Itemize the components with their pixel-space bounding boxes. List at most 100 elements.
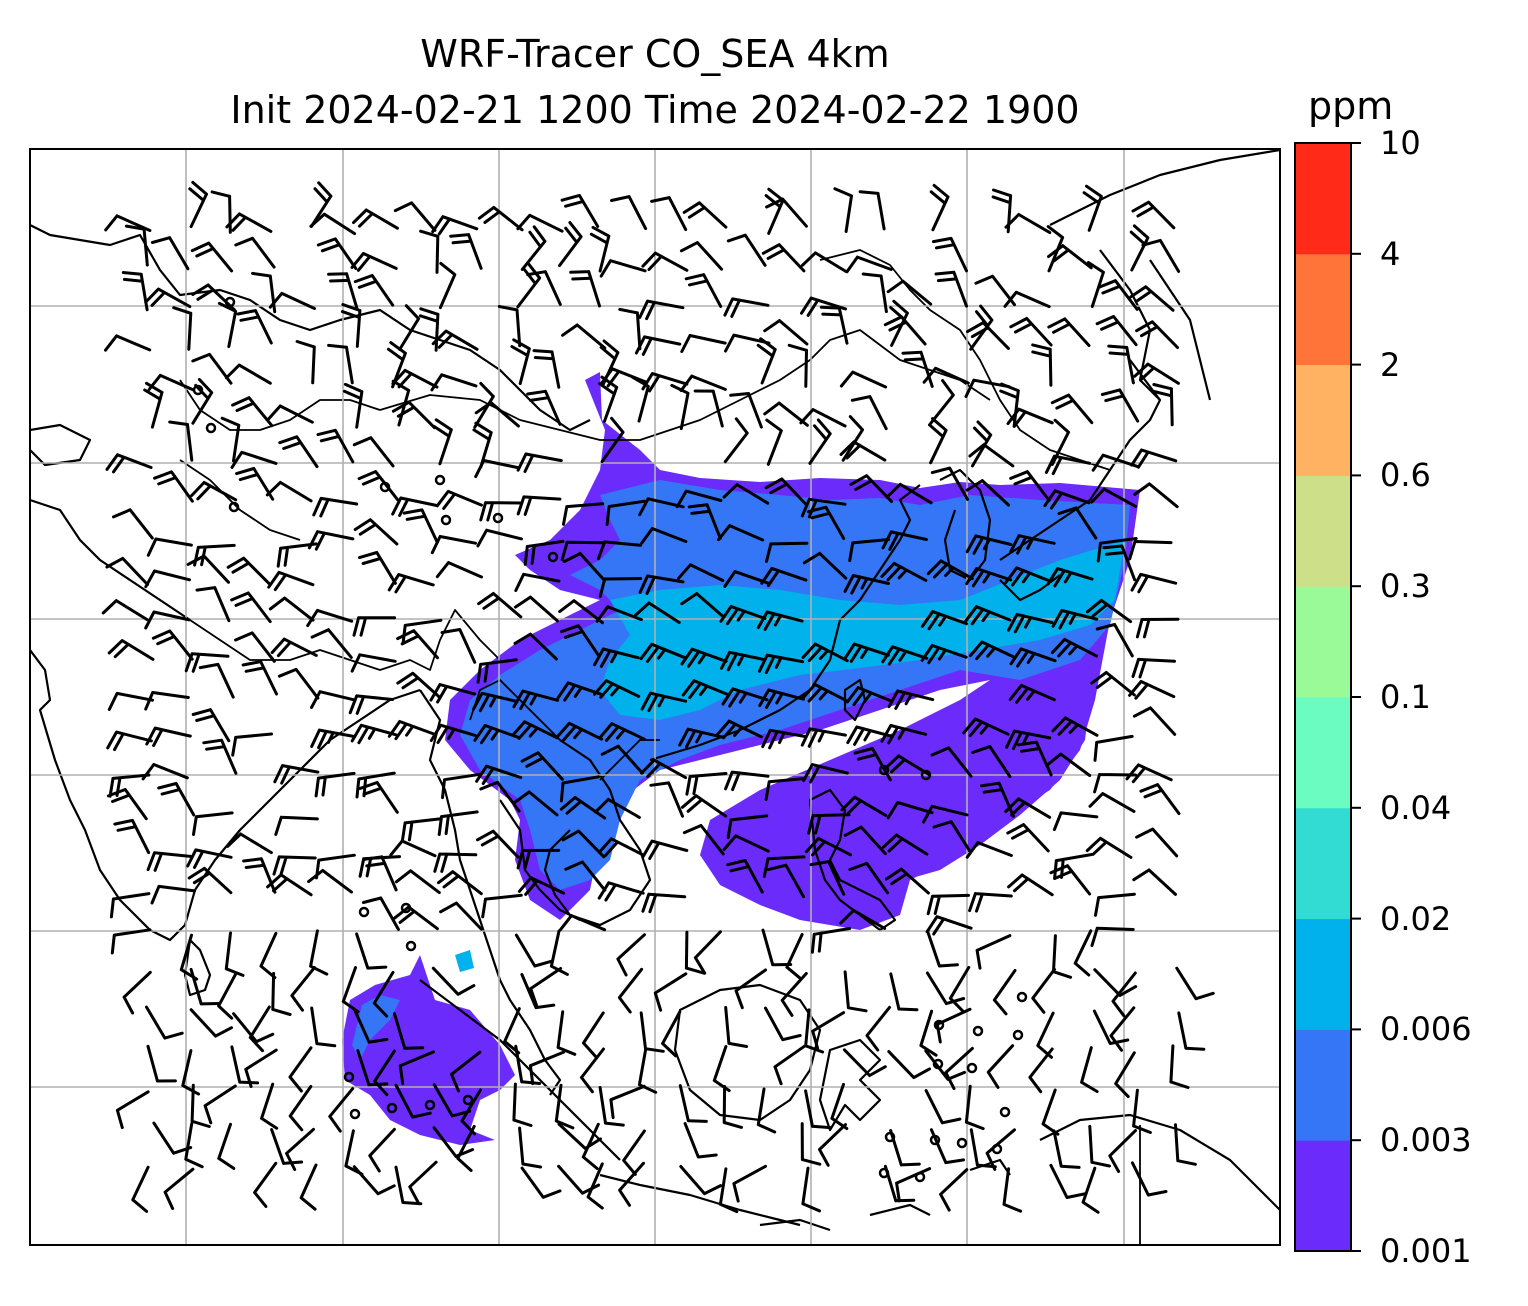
wind-barb [598,375,619,423]
wind-barb [517,876,566,896]
calm-wind-marker [966,1062,978,1074]
wind-barb [418,307,440,352]
wind-barb [641,372,689,393]
wind-barb [441,772,482,800]
wind-barb [650,196,688,232]
wind-barb [352,436,395,468]
wind-barb [440,628,477,664]
wind-barb [948,965,971,1013]
wind-barb [1095,315,1138,347]
wind-barb [314,771,356,798]
wind-barb [224,931,245,977]
plume-main-mid [460,480,1130,890]
wind-barb [1085,598,1133,624]
wind-barb [889,1129,921,1167]
wind-barb [638,299,685,321]
colorbar-segment [1295,918,1351,1030]
calm-wind-marker [224,296,236,308]
wind-barb [680,592,726,619]
wind-barb [962,717,1010,738]
wind-barb [520,1166,562,1199]
wind-barb [272,855,317,876]
wind-barb [241,660,278,696]
wind-barb [202,738,238,775]
wind-barb [734,968,767,1010]
wind-barb [1031,967,1056,1014]
wind-barb [843,825,887,856]
wind-barb [765,197,808,228]
calm-wind-marker [972,1025,984,1037]
coast-india-west [30,649,421,942]
wind-barb [560,193,600,228]
wind-barb [968,443,1015,468]
wind-barb [473,724,521,745]
colorbar-tick-label: 0.6 [1380,456,1431,495]
calm-wind-marker [1012,1029,1024,1041]
wind-barb [476,528,523,548]
wind-barb [598,577,643,598]
wind-barb [400,817,443,843]
coast-taiwan [843,678,867,722]
wind-barb [807,813,851,835]
wind-barb [569,270,601,308]
wind-barb [450,1050,482,1093]
wind-barb [556,681,604,702]
wind-barb [802,763,849,784]
wind-barb [408,1160,438,1205]
wind-barb [529,967,563,1008]
wind-barb [266,404,314,424]
wind-barb [964,605,1012,626]
wind-barb [1086,261,1105,308]
calm-wind-marker [434,474,446,486]
wind-barb [965,479,1011,507]
wind-barb [600,416,625,463]
wind-barb [230,591,272,624]
wind-barb [853,747,892,782]
wind-barb [398,304,421,351]
wind-barb [1080,1046,1099,1093]
wind-barb [1131,657,1176,679]
calm-wind-marker [991,1143,1003,1155]
wind-barb [886,279,933,306]
wind-barb [845,686,894,707]
wind-barb [1108,1129,1137,1173]
wind-barb [513,790,559,817]
wind-barb [310,728,357,750]
wind-barb [839,440,887,462]
colorbar-tick-marks [1351,142,1361,1252]
wind-barb [1051,716,1099,737]
wind-barb [151,629,194,661]
wind-barb [270,637,318,658]
wind-barb [1052,811,1099,832]
wind-barb [528,1050,566,1086]
wind-barb [266,873,313,897]
wind-barb [717,524,765,542]
wind-barb [559,796,607,820]
wind-barb [513,595,559,623]
wind-barb [964,1084,985,1131]
wind-barb [295,340,316,385]
wind-barb [1004,213,1052,235]
colorbar-segment [1295,143,1351,255]
wind-barb [109,892,151,919]
wind-barb [195,586,231,623]
wind-barb [1004,566,1052,587]
wind-barb [1049,864,1092,896]
coast-java [599,1173,801,1227]
wind-barb [1092,1009,1130,1045]
wind-barb [799,408,847,428]
colorbar-tick-label: 2 [1380,345,1401,384]
wind-barb [1174,1123,1197,1166]
wind-barb [104,334,152,352]
wind-barb [131,1165,150,1213]
wind-barb [582,1011,605,1058]
wind-barb [680,334,727,353]
wind-barb [1093,734,1134,762]
wind-barb [1130,448,1178,469]
wind-barb [435,489,483,510]
wind-barb [429,723,477,744]
wind-barb [145,1005,184,1040]
wind-barb [242,857,277,894]
calm-wind-marker [878,1167,890,1179]
wind-barb [230,450,278,469]
